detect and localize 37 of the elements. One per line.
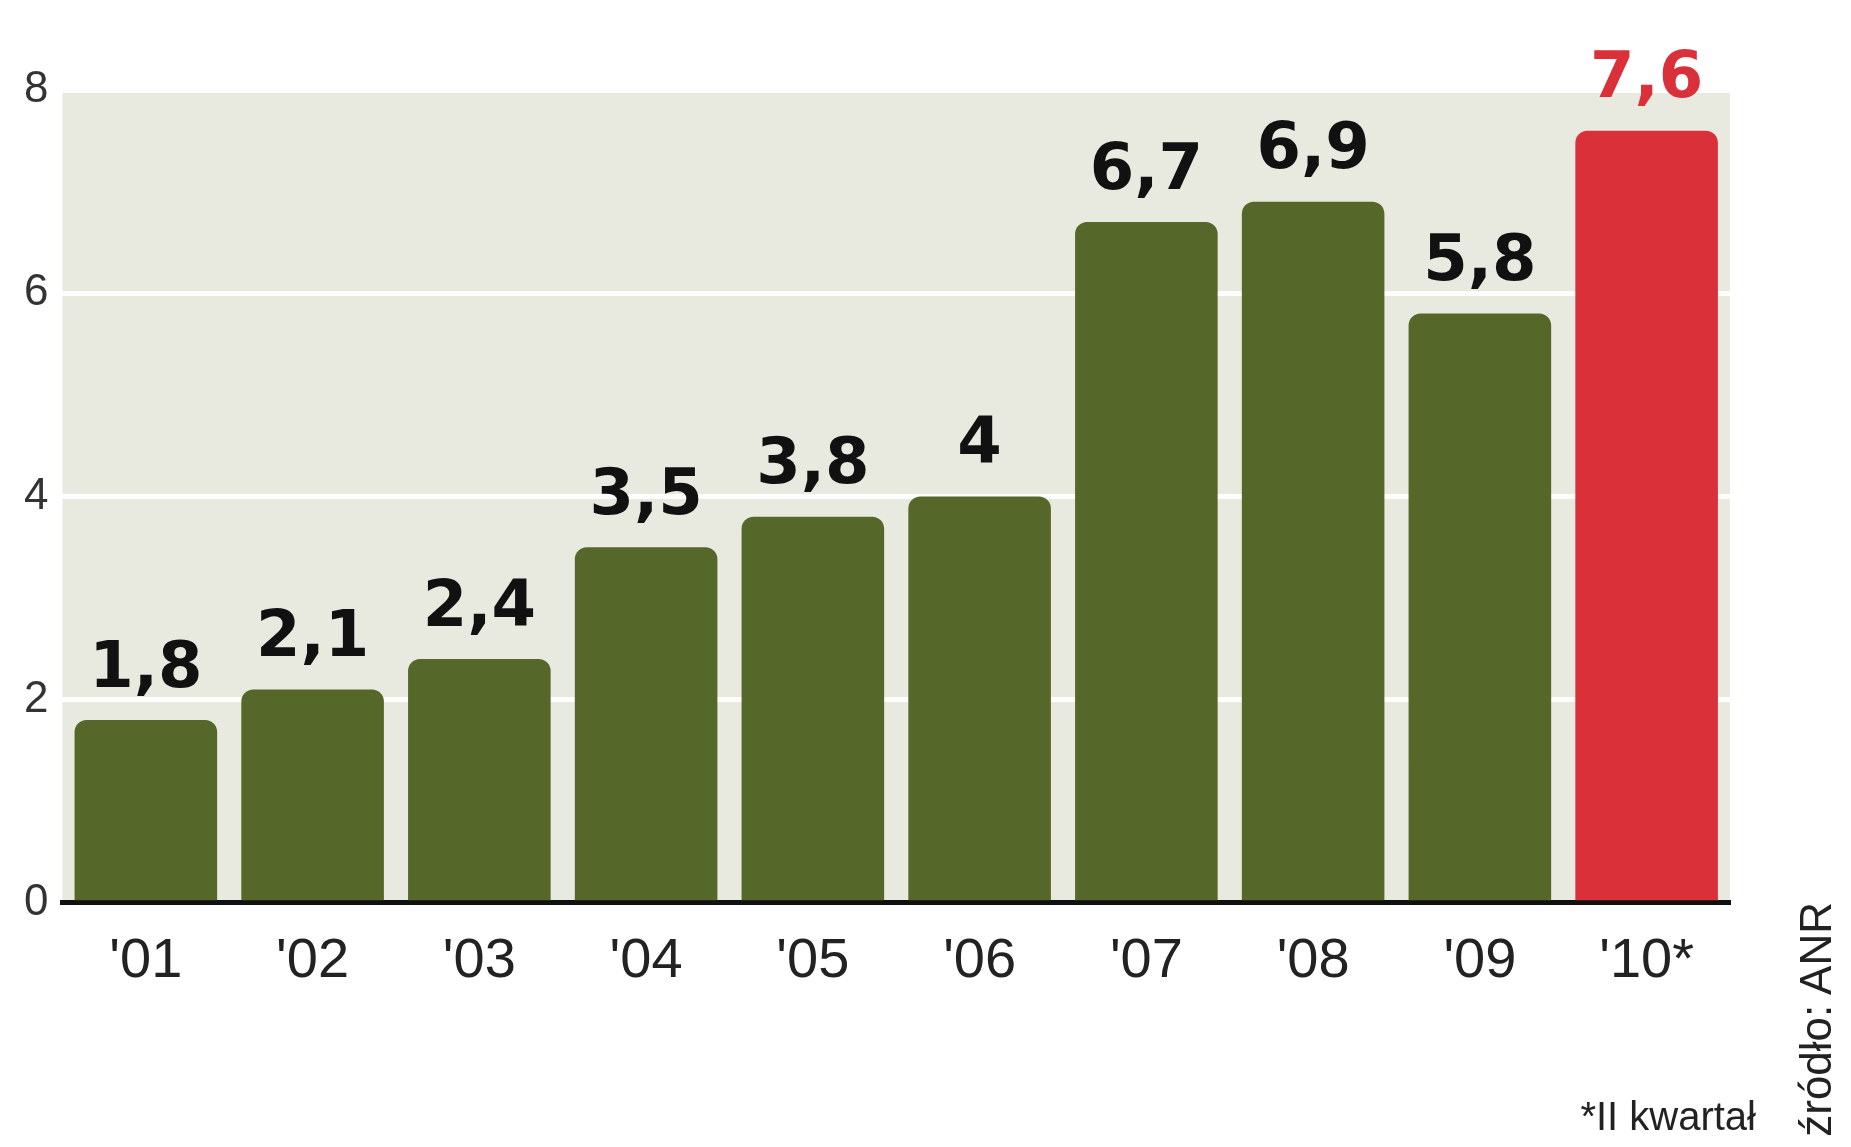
bar — [408, 658, 551, 901]
bar — [908, 496, 1051, 901]
y-tick-label: 6 — [23, 265, 49, 315]
data-label: 6,9 — [1256, 109, 1370, 184]
x-tick-label: '06 — [943, 925, 1017, 989]
data-label: 3,8 — [756, 424, 870, 499]
data-label: 5,8 — [1423, 221, 1537, 296]
bar — [74, 719, 218, 901]
x-tick-label: '08 — [1276, 925, 1350, 989]
bar — [1241, 201, 1385, 901]
x-tick-label: '10* — [1599, 925, 1695, 989]
x-tick-label: '01 — [109, 925, 183, 989]
x-tick-label: '09 — [1443, 925, 1517, 989]
bar — [1408, 313, 1552, 901]
bar — [741, 516, 885, 901]
text: źródło: ANR — [1791, 902, 1841, 1137]
bar — [574, 547, 718, 901]
x-tick-label: '04 — [609, 925, 683, 989]
y-tick-label: 8 — [23, 62, 49, 112]
x-tick-label: '05 — [776, 925, 850, 989]
bar — [1575, 130, 1718, 901]
text: *II kwartał — [1580, 1094, 1756, 1139]
data-label: 2,1 — [255, 597, 370, 672]
x-tick-label: '02 — [276, 925, 350, 989]
data-label: 3,5 — [589, 454, 703, 529]
data-label: 7,6 — [1589, 38, 1704, 113]
data-label: 1,8 — [89, 627, 203, 702]
data-label: 4 — [957, 404, 1002, 479]
y-tick-label: 0 — [23, 874, 49, 924]
bar — [1075, 222, 1218, 901]
data-label: 6,7 — [1089, 129, 1204, 204]
data-label: 2,4 — [422, 566, 537, 641]
x-tick-label: '03 — [442, 925, 516, 989]
x-tick-label: '07 — [1109, 925, 1183, 989]
bar — [241, 689, 384, 901]
y-tick-label: 4 — [23, 468, 49, 518]
y-tick-label: 2 — [23, 671, 49, 721]
